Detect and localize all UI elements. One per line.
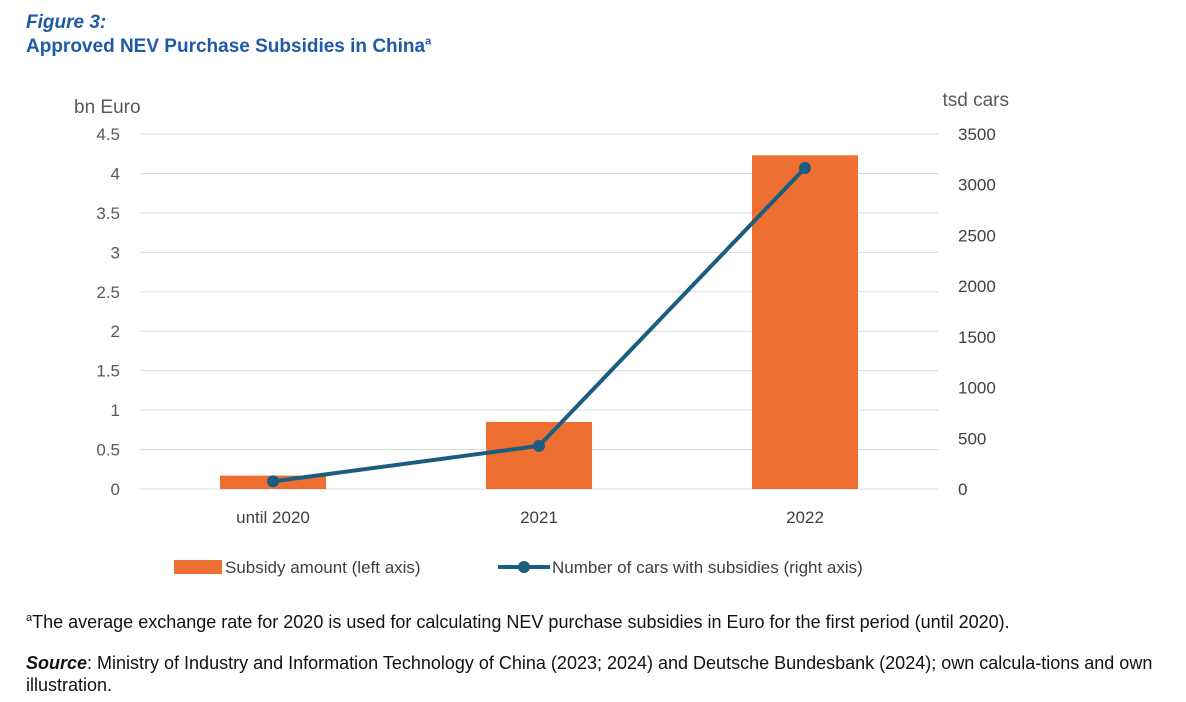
right-tick-label: 3000 <box>958 176 996 195</box>
line-point <box>799 161 811 174</box>
right-tick-label: 1500 <box>958 328 996 347</box>
source-label: Source <box>26 653 88 673</box>
x-tick-label: 2021 <box>520 508 558 527</box>
left-tick-label: 4 <box>111 164 120 183</box>
right-axis-title: tsd cars <box>942 90 1009 111</box>
figure-title: Approved NEV Purchase Subsidies in China… <box>26 36 431 58</box>
right-tick-label: 2500 <box>958 226 996 245</box>
legend-swatch-marker <box>518 561 530 573</box>
left-tick-label: 2.5 <box>96 283 120 302</box>
footnote-text: The average exchange rate for 2020 is us… <box>32 612 1010 632</box>
right-tick-label: 1000 <box>958 379 996 398</box>
right-tick-label: 0 <box>958 480 967 499</box>
line-point <box>533 439 545 452</box>
legend-swatch-bar <box>174 560 222 574</box>
figure-title-text: Approved NEV Purchase Subsidies in China <box>26 36 426 57</box>
source-text: : Ministry of Industry and Information T… <box>26 653 1153 695</box>
left-tick-label: 1.5 <box>96 362 120 381</box>
left-tick-label: 0.5 <box>96 441 120 460</box>
x-tick-label: 2022 <box>786 508 824 527</box>
bar <box>486 421 592 489</box>
right-tick-label: 3500 <box>958 125 996 144</box>
left-tick-label: 3 <box>111 243 120 262</box>
right-tick-label: 500 <box>958 429 986 448</box>
chart: 0 0.5 1 1.5 2 2.5 3 3.5 4 4.5 0 500 1000 1500 2000 2500… <box>74 90 1009 577</box>
left-tick-label: 1 <box>111 401 120 420</box>
right-tick-label: 2000 <box>958 277 996 296</box>
legend-label-bar: Subsidy amount (left axis) <box>225 558 421 577</box>
left-tick-label: 0 <box>111 480 120 499</box>
left-tick-label: 3.5 <box>96 204 120 223</box>
legend-label-line: Number of cars with subsidies (right axi… <box>552 558 863 577</box>
source-note: Source: Ministry of Industry and Informa… <box>26 652 1166 696</box>
left-tick-label: 4.5 <box>96 125 120 144</box>
footnote-mark: a <box>26 612 33 624</box>
bar <box>752 155 858 490</box>
footnote: aThe average exchange rate for 2020 is u… <box>26 612 1010 633</box>
line-point <box>267 475 279 488</box>
figure-label: Figure 3: <box>26 12 107 33</box>
left-tick-label: 2 <box>111 322 120 341</box>
x-tick-label: until 2020 <box>236 508 310 527</box>
left-axis-title: bn Euro <box>74 97 141 118</box>
figure-title-footnote-mark: a <box>425 35 432 48</box>
